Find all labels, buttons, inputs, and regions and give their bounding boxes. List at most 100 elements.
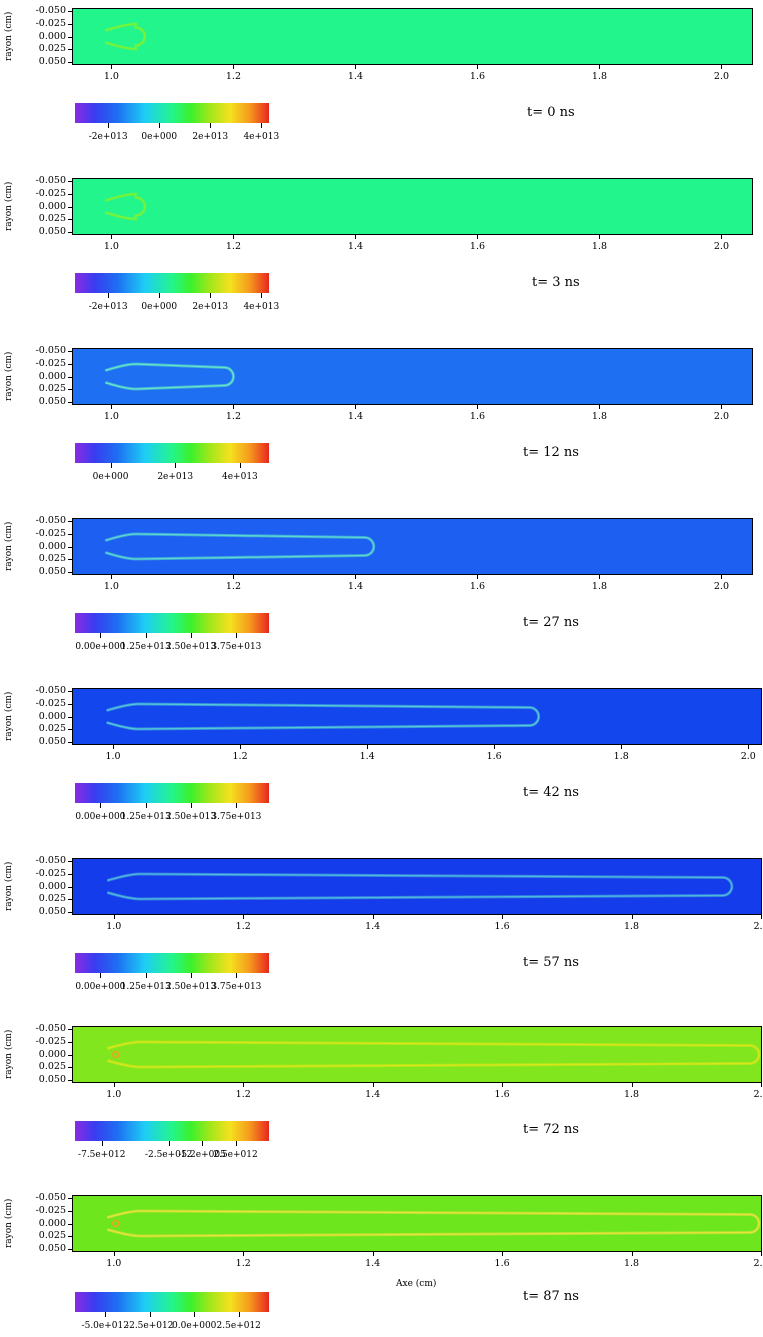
heatmap-svg — [73, 349, 752, 404]
x-tick-mark — [233, 65, 235, 69]
y-axis-label: rayon (cm) — [4, 11, 14, 61]
x-tick-label: 1.2 — [232, 751, 248, 762]
heatmap-background — [73, 349, 752, 404]
hot-spot — [111, 1219, 120, 1228]
y-tick-label: 0.025 — [38, 553, 66, 565]
hot-spot — [111, 1050, 120, 1059]
y-tick-mark — [68, 193, 72, 195]
y-axis-label: rayon (cm) — [4, 1198, 14, 1248]
colorbar-tick-mark — [108, 123, 110, 128]
x-tick-label: 1.2 — [235, 1258, 251, 1269]
x-tick-mark — [355, 575, 357, 579]
y-tick-label: 0.000 — [38, 1217, 66, 1229]
time-label: t= 87 ns — [523, 1289, 579, 1304]
colorbar-tick-label: 2.50e+013 — [165, 642, 217, 652]
x-tick-mark — [477, 575, 479, 579]
heatmap-svg — [73, 179, 752, 234]
heatmap-svg — [73, 689, 761, 744]
y-tick-label: -0.025 — [35, 357, 66, 369]
colorbar-tick-mark — [145, 803, 147, 808]
x-tick-label: 1.0 — [106, 921, 122, 932]
x-tick-mark — [599, 235, 601, 239]
y-tick-mark — [68, 899, 72, 901]
x-tick-mark — [355, 65, 357, 69]
x-tick-mark — [502, 1083, 504, 1087]
time-label: t= 0 ns — [527, 105, 575, 120]
y-tick-label: 0.050 — [38, 736, 66, 748]
y-tick-label: 0.025 — [38, 1230, 66, 1242]
y-tick-label: -0.025 — [35, 867, 66, 879]
y-tick-label: 0.025 — [38, 43, 66, 55]
x-tick-mark — [599, 575, 601, 579]
channel-front — [105, 363, 235, 390]
x-tick-label: 1.8 — [623, 1258, 640, 1269]
y-tick-label: 0.050 — [38, 1243, 66, 1255]
colorbar-tick-mark — [175, 463, 177, 468]
x-tick-label: 1.0 — [103, 581, 119, 592]
y-tick-label: -0.050 — [35, 1191, 66, 1203]
y-tick-label: 0.000 — [38, 1048, 66, 1060]
colorbar-tick-mark — [239, 463, 241, 468]
x-tick-mark — [721, 575, 723, 579]
channel-front — [107, 1041, 760, 1068]
y-tick-mark — [68, 10, 72, 12]
y-tick-label: 0.000 — [38, 880, 66, 892]
x-tick-label: 1.4 — [347, 241, 364, 252]
x-tick-mark — [243, 915, 245, 919]
time-label: t= 3 ns — [532, 275, 580, 290]
x-tick-label: 1.0 — [105, 751, 121, 762]
colorbar-tick-mark — [210, 123, 212, 128]
x-tick-label: 1.4 — [359, 751, 375, 762]
x-tick-mark — [748, 745, 750, 749]
colorbar — [75, 613, 269, 633]
y-tick-label: -0.025 — [35, 527, 66, 539]
colorbar-tick-label: -5.0e+012 — [81, 1321, 129, 1331]
colorbar-tick-label: 0e+000 — [141, 302, 178, 312]
x-tick-mark — [113, 745, 115, 749]
colorbar-tick-mark — [191, 633, 193, 638]
y-tick-label: -0.025 — [35, 1204, 66, 1216]
x-axis-label: Axe (cm) — [396, 1279, 437, 1289]
colorbar-tick-label: 1.25e+013 — [120, 982, 171, 992]
y-tick-mark — [68, 886, 72, 888]
y-tick-label: -0.050 — [35, 684, 66, 696]
y-axis-label: rayon (cm) — [4, 1029, 14, 1079]
heatmap-svg — [73, 859, 761, 914]
channel-front — [107, 873, 733, 900]
x-tick-mark — [721, 405, 723, 409]
y-tick-mark — [68, 1028, 72, 1030]
x-tick-mark — [355, 235, 357, 239]
x-tick-label: 1.4 — [347, 71, 364, 82]
y-tick-label: -0.050 — [35, 514, 66, 526]
colorbar-tick-label: 1.25e+013 — [120, 642, 171, 652]
heatmap-background — [73, 1027, 761, 1082]
colorbar-tick-label: 4e+013 — [222, 472, 258, 482]
colorbar-tick-mark — [191, 973, 193, 978]
colorbar-tick-label: 1.25e+013 — [120, 812, 171, 822]
colorbar-tick-mark — [159, 123, 161, 128]
time-label: t= 12 ns — [523, 445, 579, 460]
y-tick-label: -0.025 — [35, 697, 66, 709]
y-tick-label: -0.050 — [35, 1022, 66, 1034]
y-tick-mark — [68, 873, 72, 875]
colorbar-tick-mark — [100, 633, 102, 638]
y-axis-label: rayon (cm) — [4, 861, 14, 911]
colorbar-tick-label: -2e+013 — [88, 302, 128, 312]
x-tick-mark — [502, 915, 504, 919]
colorbar-tick-label: 0.0e+000 — [172, 1321, 217, 1331]
colorbar-tick-mark — [105, 1312, 107, 1317]
x-tick-label: 1.6 — [469, 71, 486, 82]
x-tick-mark — [477, 235, 479, 239]
x-tick-label: 1.6 — [469, 411, 486, 422]
colorbar-tick-label: 0.00e+000 — [75, 642, 126, 652]
heatmap-plot — [72, 1026, 762, 1083]
heatmap-svg — [73, 9, 752, 64]
x-tick-mark — [599, 65, 601, 69]
y-tick-label: -0.025 — [35, 17, 66, 29]
y-tick-mark — [68, 1041, 72, 1043]
x-tick-label: 1.4 — [365, 1089, 381, 1100]
y-tick-mark — [68, 350, 72, 352]
x-tick-label: 1.8 — [591, 411, 608, 422]
x-tick-mark — [111, 235, 113, 239]
x-tick-mark — [372, 915, 374, 919]
